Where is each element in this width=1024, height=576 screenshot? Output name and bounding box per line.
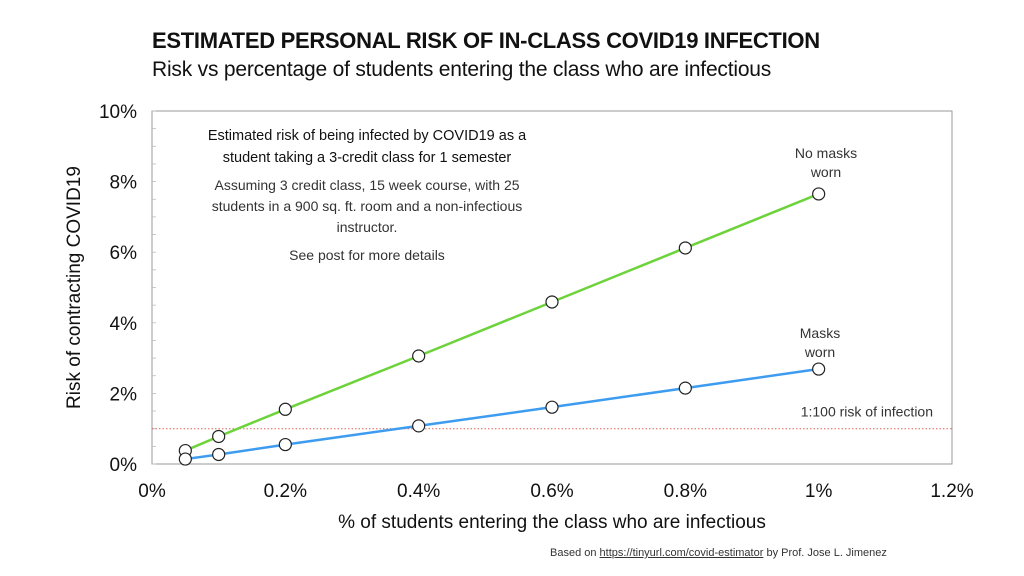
series-label-masks: Masks	[800, 325, 840, 341]
x-tick-label: 0.6%	[530, 481, 573, 502]
x-tick-label: 0%	[138, 481, 166, 502]
annotation-heading: student taking a 3-credit class for 1 se…	[223, 150, 512, 166]
data-point-masks	[812, 362, 826, 376]
y-tick-label: 10%	[99, 102, 137, 123]
chart-title: ESTIMATED PERSONAL RISK OF IN-CLASS COVI…	[152, 28, 820, 53]
data-point-no-masks	[812, 187, 826, 201]
series-label-no-masks: worn	[810, 164, 841, 180]
x-tick-label: 1%	[805, 481, 833, 502]
y-axis-label: Risk of contracting COVID19	[64, 166, 85, 409]
annotation-body: Assuming 3 credit class, 15 week course,…	[214, 177, 519, 193]
y-tick-label: 6%	[110, 243, 138, 264]
data-point-masks	[212, 447, 226, 462]
reference-line-label: 1:100 risk of infection	[801, 404, 933, 420]
annotation-heading: Estimated risk of being infected by COVI…	[208, 128, 527, 144]
data-point-no-masks	[545, 295, 559, 309]
source-suffix: by Prof. Jose L. Jimenez	[763, 547, 887, 559]
series-label-masks: worn	[804, 344, 835, 360]
chart-subtitle: Risk vs percentage of students entering …	[152, 58, 772, 81]
data-point-masks	[545, 400, 559, 414]
annotation-body: students in a 900 sq. ft. room and a non…	[212, 198, 523, 214]
source-prefix: Based on	[550, 547, 600, 559]
data-point-no-masks	[678, 241, 692, 255]
y-tick-label: 0%	[110, 455, 138, 476]
data-point-no-masks	[212, 429, 226, 444]
x-axis-label: % of students entering the class who are…	[338, 512, 766, 533]
x-tick-label: 0.8%	[664, 481, 707, 502]
data-point-masks	[278, 437, 292, 452]
source-link[interactable]: https://tinyurl.com/covid-estimator	[599, 547, 764, 559]
series-label-no-masks: No masks	[795, 145, 857, 161]
x-tick-label: 1.2%	[930, 481, 973, 502]
y-tick-label: 2%	[110, 384, 138, 405]
x-tick-label: 0.4%	[397, 481, 440, 502]
data-point-masks	[678, 381, 692, 395]
data-point-masks	[178, 452, 192, 466]
y-tick-label: 8%	[110, 173, 138, 194]
source-credit: Based on https://tinyurl.com/covid-estim…	[550, 547, 887, 559]
annotation-note: See post for more details	[289, 247, 445, 263]
y-tick-label: 4%	[110, 314, 138, 335]
data-point-masks	[412, 419, 426, 433]
data-point-no-masks	[278, 402, 292, 416]
data-point-no-masks	[412, 349, 426, 363]
annotation-body: instructor.	[337, 219, 398, 235]
x-tick-label: 0.2%	[264, 481, 307, 502]
